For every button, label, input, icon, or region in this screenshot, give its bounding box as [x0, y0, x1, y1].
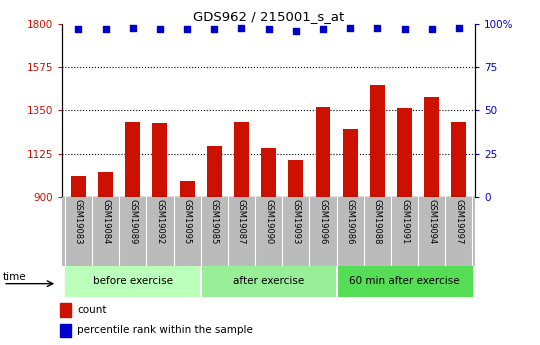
Text: GSM19091: GSM19091	[400, 199, 409, 245]
Text: after exercise: after exercise	[233, 276, 304, 286]
Point	[237, 25, 246, 30]
Text: 60 min after exercise: 60 min after exercise	[349, 276, 460, 286]
Point	[74, 27, 83, 32]
Point	[319, 27, 327, 32]
Bar	[65, 266, 201, 297]
Text: time: time	[3, 272, 27, 282]
Text: GSM19092: GSM19092	[156, 199, 165, 245]
Point	[102, 27, 110, 32]
Text: GSM19088: GSM19088	[373, 199, 382, 245]
Bar	[336, 266, 472, 297]
Bar	[98, 172, 113, 197]
Text: GSM19096: GSM19096	[319, 199, 327, 245]
Point	[400, 27, 409, 32]
Point	[427, 27, 436, 32]
Bar	[234, 122, 249, 197]
Text: GSM19089: GSM19089	[129, 199, 137, 245]
Point	[183, 27, 192, 32]
Bar	[397, 108, 412, 197]
Text: GSM19094: GSM19094	[427, 199, 436, 245]
Text: GSM19083: GSM19083	[74, 199, 83, 245]
Point	[265, 27, 273, 32]
Title: GDS962 / 215001_s_at: GDS962 / 215001_s_at	[193, 10, 345, 23]
Bar	[207, 146, 222, 197]
Text: GSM19085: GSM19085	[210, 199, 219, 245]
Bar	[60, 304, 71, 317]
Point	[373, 25, 382, 30]
Bar	[201, 266, 336, 297]
Bar	[288, 160, 303, 197]
Text: GSM19086: GSM19086	[346, 199, 355, 245]
Bar	[152, 123, 167, 197]
Bar	[125, 122, 140, 197]
Bar	[451, 122, 467, 197]
Bar	[424, 97, 439, 197]
Point	[129, 25, 137, 30]
Bar	[180, 181, 194, 197]
Text: GSM19093: GSM19093	[291, 199, 300, 245]
Point	[156, 27, 164, 32]
Text: GSM19084: GSM19084	[101, 199, 110, 245]
Bar	[261, 148, 276, 197]
Bar	[315, 107, 330, 197]
Point	[210, 27, 219, 32]
Text: GSM19090: GSM19090	[264, 199, 273, 245]
Text: GSM19095: GSM19095	[183, 199, 192, 245]
Bar	[60, 324, 71, 337]
Text: GSM19087: GSM19087	[237, 199, 246, 245]
Point	[455, 25, 463, 30]
Text: before exercise: before exercise	[93, 276, 173, 286]
Point	[346, 25, 354, 30]
Bar	[370, 86, 385, 197]
Text: GSM19097: GSM19097	[454, 199, 463, 245]
Bar	[343, 129, 357, 197]
Point	[292, 28, 300, 34]
Text: count: count	[77, 305, 107, 315]
Text: percentile rank within the sample: percentile rank within the sample	[77, 325, 253, 335]
Bar	[71, 176, 86, 197]
